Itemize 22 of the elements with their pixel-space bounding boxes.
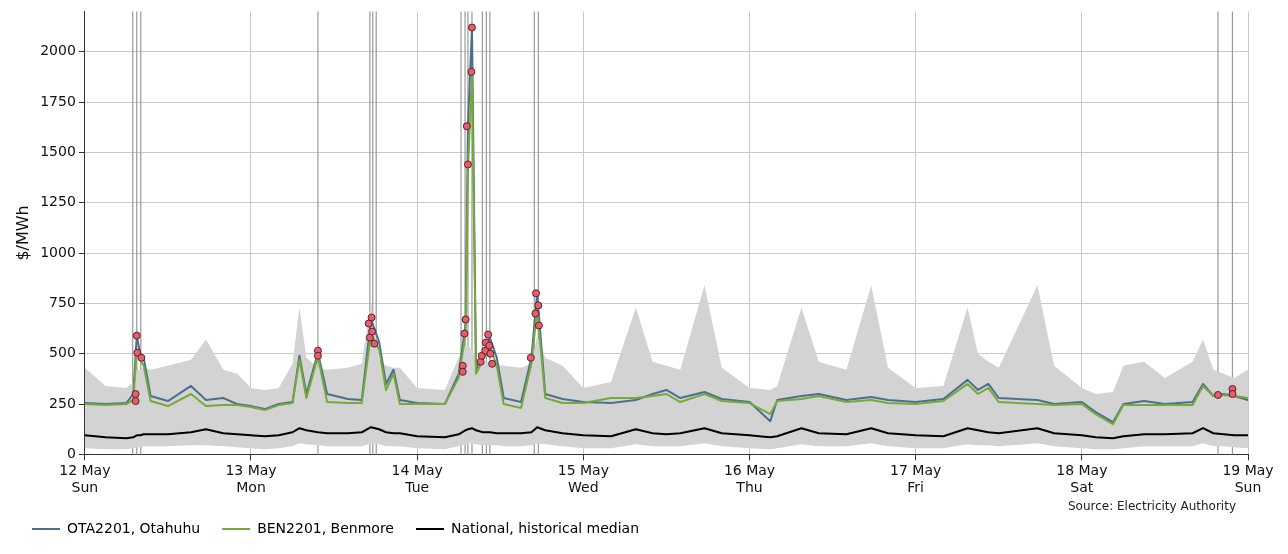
x-tick-label: 12 May Sun <box>59 462 111 496</box>
y-tick-label: 1500 <box>40 143 76 159</box>
x-tick-label: 15 May Wed <box>557 462 609 496</box>
x-tick-label: 19 May Sun <box>1222 462 1274 496</box>
x-tick-label: 17 May Fri <box>890 462 942 496</box>
y-tick-label: 2000 <box>40 42 76 59</box>
y-tick-label: 500 <box>49 344 76 361</box>
y-tick-label: 1750 <box>40 92 76 109</box>
y-tick-label: 750 <box>49 294 76 311</box>
y-tick-label: 0 <box>66 445 76 462</box>
y-tick-label: 250 <box>49 394 76 411</box>
x-tick-label: 16 May Thu <box>723 462 776 496</box>
y-tick-label: 1250 <box>40 193 76 210</box>
legend-label: National, historical median <box>450 519 640 536</box>
y-axis-title: $/MWh <box>12 205 32 261</box>
legend-label: BEN2201, Benmore <box>257 519 394 536</box>
y-tick-label: 1000 <box>40 243 76 260</box>
x-tick-label: 18 May Sat <box>1056 462 1108 496</box>
x-tick-label: 14 May Tue <box>391 462 443 496</box>
source-note: Source: Electricity Authority <box>1067 499 1236 514</box>
x-tick-label: 13 May Mon <box>225 462 277 496</box>
legend-label: OTA2201, Otahuhu <box>67 519 201 536</box>
